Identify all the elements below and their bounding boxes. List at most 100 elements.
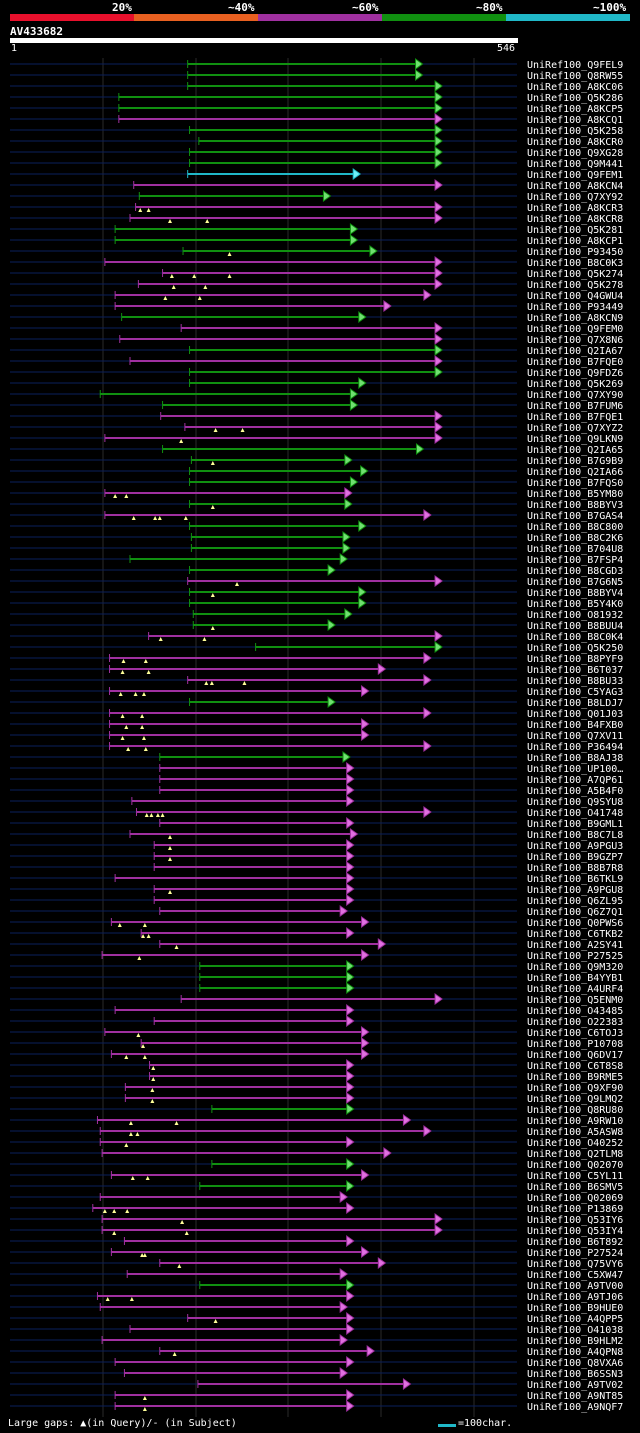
hit-label: UniRef100_B8C7L8	[527, 830, 623, 841]
query-gap-marker	[128, 1132, 133, 1136]
query-gap-marker	[158, 637, 163, 641]
hit-label: UniRef100_B8C0K4	[527, 632, 623, 643]
hit-end-arrow	[434, 80, 443, 92]
query-id: AV433682	[10, 25, 63, 38]
hit-end-arrow	[361, 1037, 370, 1049]
hit-label: UniRef100_A2SY41	[527, 940, 623, 951]
hit-label: UniRef100_A8KCN4	[527, 181, 623, 192]
hit-end-arrow	[327, 696, 336, 708]
hit-label: UniRef100_Q0PWS6	[527, 918, 623, 929]
hit-end-arrow	[361, 1026, 370, 1038]
query-gap-marker	[135, 1132, 140, 1136]
query-gap-marker	[169, 274, 174, 278]
hit-label: UniRef100_Q5K250	[527, 643, 623, 654]
query-gap-marker	[140, 714, 145, 718]
hit-end-arrow	[346, 971, 355, 983]
hit-label: UniRef100_B7FQS0	[527, 478, 623, 489]
query-gap-marker	[102, 1209, 107, 1213]
hit-label: UniRef100_A9TV02	[527, 1380, 623, 1391]
hit-label: UniRef100_P13869	[527, 1204, 623, 1215]
query-gap-marker	[227, 274, 232, 278]
query-gap-marker	[209, 681, 214, 685]
query-gap-marker	[180, 1220, 185, 1224]
hit-label: UniRef100_B6T037	[527, 665, 623, 676]
hit-label: UniRef100_Q9FEL9	[527, 60, 623, 71]
hit-label: UniRef100_B8BYV4	[527, 588, 623, 599]
query-end-label: 546	[497, 43, 516, 54]
query-gap-marker	[124, 1143, 129, 1147]
query-gap-marker	[179, 439, 184, 443]
hit-end-arrow	[346, 1356, 355, 1368]
hit-label: UniRef100_Q9M320	[527, 962, 623, 973]
query-gap-marker	[138, 208, 143, 212]
hit-label: UniRef100_B4FXB0	[527, 720, 623, 731]
query-gap-marker	[184, 1231, 189, 1235]
query-gap-marker	[124, 725, 129, 729]
hit-end-arrow	[402, 1114, 412, 1126]
hit-label: UniRef100_P93450	[527, 247, 623, 258]
hit-label: UniRef100_B8BYV3	[527, 500, 623, 511]
hit-end-arrow	[349, 399, 359, 411]
hit-end-arrow	[346, 1136, 355, 1148]
query-gap-marker	[174, 945, 179, 949]
query-gap-marker	[136, 1033, 141, 1037]
hit-label: UniRef100_Q9M441	[527, 159, 623, 170]
hit-end-arrow	[346, 1389, 355, 1401]
query-gap-marker	[234, 582, 239, 586]
hit-label: UniRef100_Q8VXA6	[527, 1358, 623, 1369]
hit-end-arrow	[434, 278, 443, 290]
hit-end-arrow	[361, 718, 370, 730]
hit-label: UniRef100_A8KCR3	[527, 203, 623, 214]
query-gap-marker	[213, 428, 218, 432]
hit-label: UniRef100_Q2IA66	[527, 467, 623, 478]
query-gap-marker	[172, 1352, 177, 1356]
hit-end-arrow	[402, 1378, 412, 1390]
hit-end-arrow	[346, 982, 355, 994]
hit-label: UniRef100_B8C0K3	[527, 258, 623, 269]
query-gap-marker	[151, 1066, 156, 1070]
hit-end-arrow	[415, 69, 424, 81]
query-bar	[10, 38, 518, 43]
hit-label: UniRef100_A8KCN9	[527, 313, 623, 324]
hit-label: UniRef100_C5YAG3	[527, 687, 623, 698]
hit-end-arrow	[361, 916, 370, 928]
query-gap-marker	[142, 1055, 147, 1059]
hit-label: UniRef100_P36494	[527, 742, 623, 753]
hit-end-arrow	[342, 531, 351, 543]
hit-label: UniRef100_A7QP61	[527, 775, 623, 786]
hit-end-arrow	[361, 685, 370, 697]
hit-end-arrow	[434, 113, 443, 125]
query-gap-marker	[120, 670, 125, 674]
hit-end-arrow	[369, 245, 378, 257]
hit-end-arrow	[346, 1400, 355, 1412]
query-gap-marker	[144, 813, 149, 817]
hit-label: UniRef100_Q2TLM8	[527, 1149, 623, 1160]
hit-label: UniRef100_B7G6N5	[527, 577, 623, 588]
identity-legend-bar	[10, 14, 630, 21]
hit-end-arrow	[434, 267, 443, 279]
query-gap-marker	[153, 516, 158, 520]
query-gap-marker	[168, 890, 173, 894]
hit-end-arrow	[434, 344, 443, 356]
hit-end-arrow	[346, 872, 355, 884]
query-gap-marker	[202, 637, 207, 641]
hit-end-arrow	[346, 960, 355, 972]
hit-label: UniRef100_A4QPN8	[527, 1347, 623, 1358]
hit-label: UniRef100_A9TJ06	[527, 1292, 623, 1303]
hit-end-arrow	[349, 476, 359, 488]
hit-label: UniRef100_A9NT85	[527, 1391, 623, 1402]
query-gap-marker	[146, 208, 151, 212]
query-gap-marker	[124, 494, 129, 498]
hit-end-arrow	[434, 124, 443, 136]
query-gap-marker	[137, 956, 142, 960]
hit-label: UniRef100_O40252	[527, 1138, 623, 1149]
hit-label: UniRef100_Q7XY92	[527, 192, 623, 203]
hit-end-arrow	[346, 1180, 355, 1192]
query-gap-marker	[160, 813, 165, 817]
hit-label: UniRef100_Q5K258	[527, 126, 623, 137]
hit-end-arrow	[434, 179, 443, 191]
query-gap-marker	[210, 593, 215, 597]
query-gap-marker	[177, 1264, 182, 1268]
query-gap-marker	[113, 494, 118, 498]
hit-label: UniRef100_A8KCP5	[527, 104, 623, 115]
